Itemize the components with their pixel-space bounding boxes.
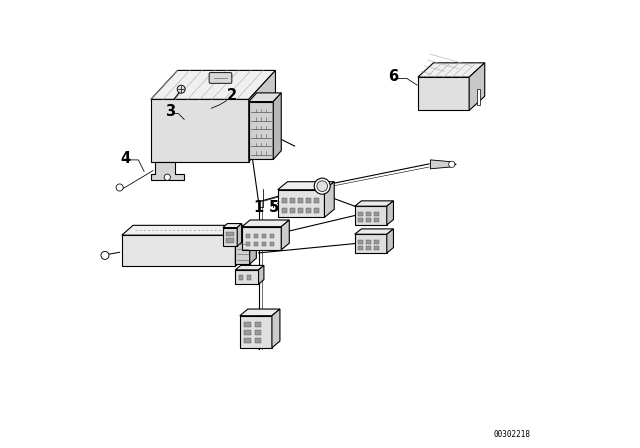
Polygon shape [250, 232, 257, 264]
Polygon shape [240, 309, 280, 316]
Bar [239, 275, 243, 280]
Polygon shape [355, 229, 394, 234]
Polygon shape [249, 93, 281, 102]
Bar [374, 211, 379, 215]
Polygon shape [278, 182, 334, 190]
Bar [366, 246, 371, 250]
Bar [226, 232, 234, 237]
Bar [477, 89, 479, 105]
Bar [374, 240, 379, 244]
Bar [290, 207, 294, 213]
Polygon shape [236, 265, 264, 270]
Polygon shape [387, 229, 394, 253]
Bar [282, 207, 287, 213]
Polygon shape [151, 162, 184, 181]
Polygon shape [387, 201, 394, 225]
Circle shape [101, 251, 109, 259]
Bar [255, 338, 261, 343]
Polygon shape [236, 225, 246, 266]
Bar [244, 322, 250, 327]
Polygon shape [431, 160, 456, 169]
Bar [262, 234, 266, 238]
Text: 00302218: 00302218 [493, 430, 530, 439]
Circle shape [314, 178, 330, 194]
Bar [246, 234, 250, 238]
Polygon shape [324, 182, 334, 217]
Bar [253, 242, 258, 246]
Bar [282, 198, 287, 203]
Text: 2: 2 [227, 88, 237, 103]
Polygon shape [122, 225, 246, 235]
Bar [306, 198, 310, 203]
Bar [366, 240, 371, 244]
Polygon shape [259, 265, 264, 284]
Bar [314, 207, 319, 213]
Bar [374, 246, 379, 250]
Bar [255, 330, 261, 335]
Polygon shape [240, 316, 272, 348]
Circle shape [317, 181, 328, 191]
Bar [358, 240, 363, 244]
Text: 5: 5 [269, 199, 279, 215]
Bar [374, 218, 379, 222]
Polygon shape [281, 220, 289, 250]
Circle shape [177, 85, 185, 93]
Polygon shape [418, 77, 469, 111]
Bar [247, 275, 252, 280]
Bar [358, 211, 363, 215]
Circle shape [116, 184, 124, 191]
Text: 6: 6 [388, 69, 398, 84]
Polygon shape [237, 224, 242, 246]
Polygon shape [249, 102, 273, 159]
Bar [262, 242, 266, 246]
Polygon shape [236, 232, 257, 237]
Bar [244, 338, 250, 343]
Polygon shape [418, 63, 484, 77]
Bar [269, 242, 274, 246]
Text: 3: 3 [165, 104, 175, 119]
Polygon shape [249, 70, 275, 162]
Circle shape [449, 161, 455, 168]
Polygon shape [151, 99, 249, 162]
FancyBboxPatch shape [209, 73, 232, 83]
Polygon shape [223, 224, 242, 228]
Polygon shape [236, 237, 250, 264]
Polygon shape [355, 234, 387, 253]
Bar [255, 322, 261, 327]
Bar [253, 234, 258, 238]
Bar [366, 218, 371, 222]
Bar [269, 234, 274, 238]
Polygon shape [273, 93, 281, 159]
Polygon shape [469, 63, 484, 111]
Polygon shape [242, 227, 281, 250]
Polygon shape [236, 270, 259, 284]
Polygon shape [272, 309, 280, 348]
Bar [246, 242, 250, 246]
Bar [358, 246, 363, 250]
Bar [298, 198, 303, 203]
Polygon shape [151, 70, 275, 99]
Polygon shape [223, 228, 237, 246]
Bar [244, 330, 250, 335]
Bar [314, 198, 319, 203]
Polygon shape [278, 190, 324, 217]
Text: 1: 1 [253, 199, 264, 215]
Text: 4: 4 [120, 151, 131, 166]
Circle shape [164, 174, 170, 181]
Bar [226, 238, 234, 243]
Polygon shape [355, 201, 394, 206]
Bar [290, 198, 294, 203]
Bar [306, 207, 310, 213]
Polygon shape [355, 206, 387, 225]
Bar [366, 211, 371, 215]
Polygon shape [242, 220, 289, 227]
Polygon shape [122, 235, 236, 266]
Bar [298, 207, 303, 213]
Bar [358, 218, 363, 222]
